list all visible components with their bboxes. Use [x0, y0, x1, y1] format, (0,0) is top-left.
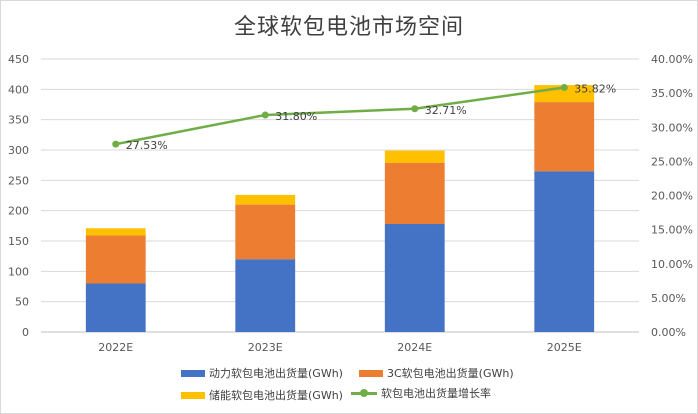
- x-tick-label: 2022E: [98, 341, 133, 354]
- bar-segment: [85, 235, 146, 284]
- growth-data-label: 31.80%: [275, 110, 317, 123]
- y-right-tick-label: 35.00%: [651, 87, 693, 100]
- y-right-tick-label: 30.00%: [651, 121, 693, 134]
- legend-label-storage: 储能软包电池出货量(GWh): [209, 389, 343, 402]
- bar-segment: [534, 171, 595, 332]
- bar-segment: [235, 194, 296, 205]
- legend-swatch-power: [181, 369, 205, 377]
- legend-item-power: 动力软包电池出货量(GWh): [181, 365, 343, 381]
- growth-point: [560, 84, 568, 92]
- x-tick-label: 2025E: [547, 341, 582, 354]
- bar-segment: [384, 162, 445, 225]
- legend-label-3c: 3C软包电池出货量(GWh): [387, 367, 514, 380]
- y-left-tick-label: 200: [8, 205, 29, 218]
- growth-point: [411, 105, 419, 113]
- legend-label-power: 动力软包电池出货量(GWh): [209, 367, 343, 380]
- legend-label-growth: 软包电池出货量增长率: [381, 387, 491, 400]
- y-left-tick-label: 450: [8, 53, 29, 66]
- y-left-tick-label: 0: [22, 326, 29, 339]
- y-left-tick-label: 400: [8, 83, 29, 96]
- legend-item-growth: 软包电池出货量增长率: [351, 385, 491, 401]
- growth-point: [261, 111, 269, 119]
- y-left-tick-label: 250: [8, 174, 29, 187]
- y-left-tick-label: 50: [15, 296, 29, 309]
- bar-segment: [384, 150, 445, 163]
- bar-segment: [85, 228, 146, 236]
- y-left-tick-label: 300: [8, 144, 29, 157]
- legend-swatch-3c: [359, 369, 383, 377]
- legend-swatch-growth: [351, 387, 377, 399]
- y-right-tick-label: 15.00%: [651, 224, 693, 237]
- y-left-tick-label: 100: [8, 265, 29, 278]
- legend-item-3c: 3C软包电池出货量(GWh): [359, 365, 514, 381]
- growth-point: [112, 140, 120, 148]
- growth-data-label: 32.71%: [425, 104, 467, 117]
- bar-segment: [235, 259, 296, 332]
- bar-segment: [235, 204, 296, 260]
- x-tick-label: 2024E: [397, 341, 432, 354]
- legend-item-storage: 储能软包电池出货量(GWh): [181, 387, 343, 403]
- x-tick-label: 2023E: [248, 341, 283, 354]
- legend-swatch-storage: [181, 391, 205, 399]
- growth-data-label: 27.53%: [126, 139, 168, 152]
- growth-data-label: 35.82%: [574, 83, 616, 96]
- y-left-tick-label: 350: [8, 114, 29, 127]
- chart-title: 全球软包电池市场空间: [233, 15, 464, 40]
- bar-segment: [534, 102, 595, 172]
- bar-segment: [384, 224, 445, 332]
- bar-segment: [85, 283, 146, 332]
- y-right-tick-label: 25.00%: [651, 155, 693, 168]
- y-right-tick-label: 20.00%: [651, 190, 693, 203]
- y-left-tick-label: 150: [8, 235, 29, 248]
- y-right-tick-label: 10.00%: [651, 258, 693, 271]
- y-right-tick-label: 5.00%: [651, 292, 686, 305]
- y-right-tick-label: 40.00%: [651, 53, 693, 66]
- growth-line: [115, 86, 565, 146]
- y-right-tick-label: 0.00%: [651, 326, 686, 339]
